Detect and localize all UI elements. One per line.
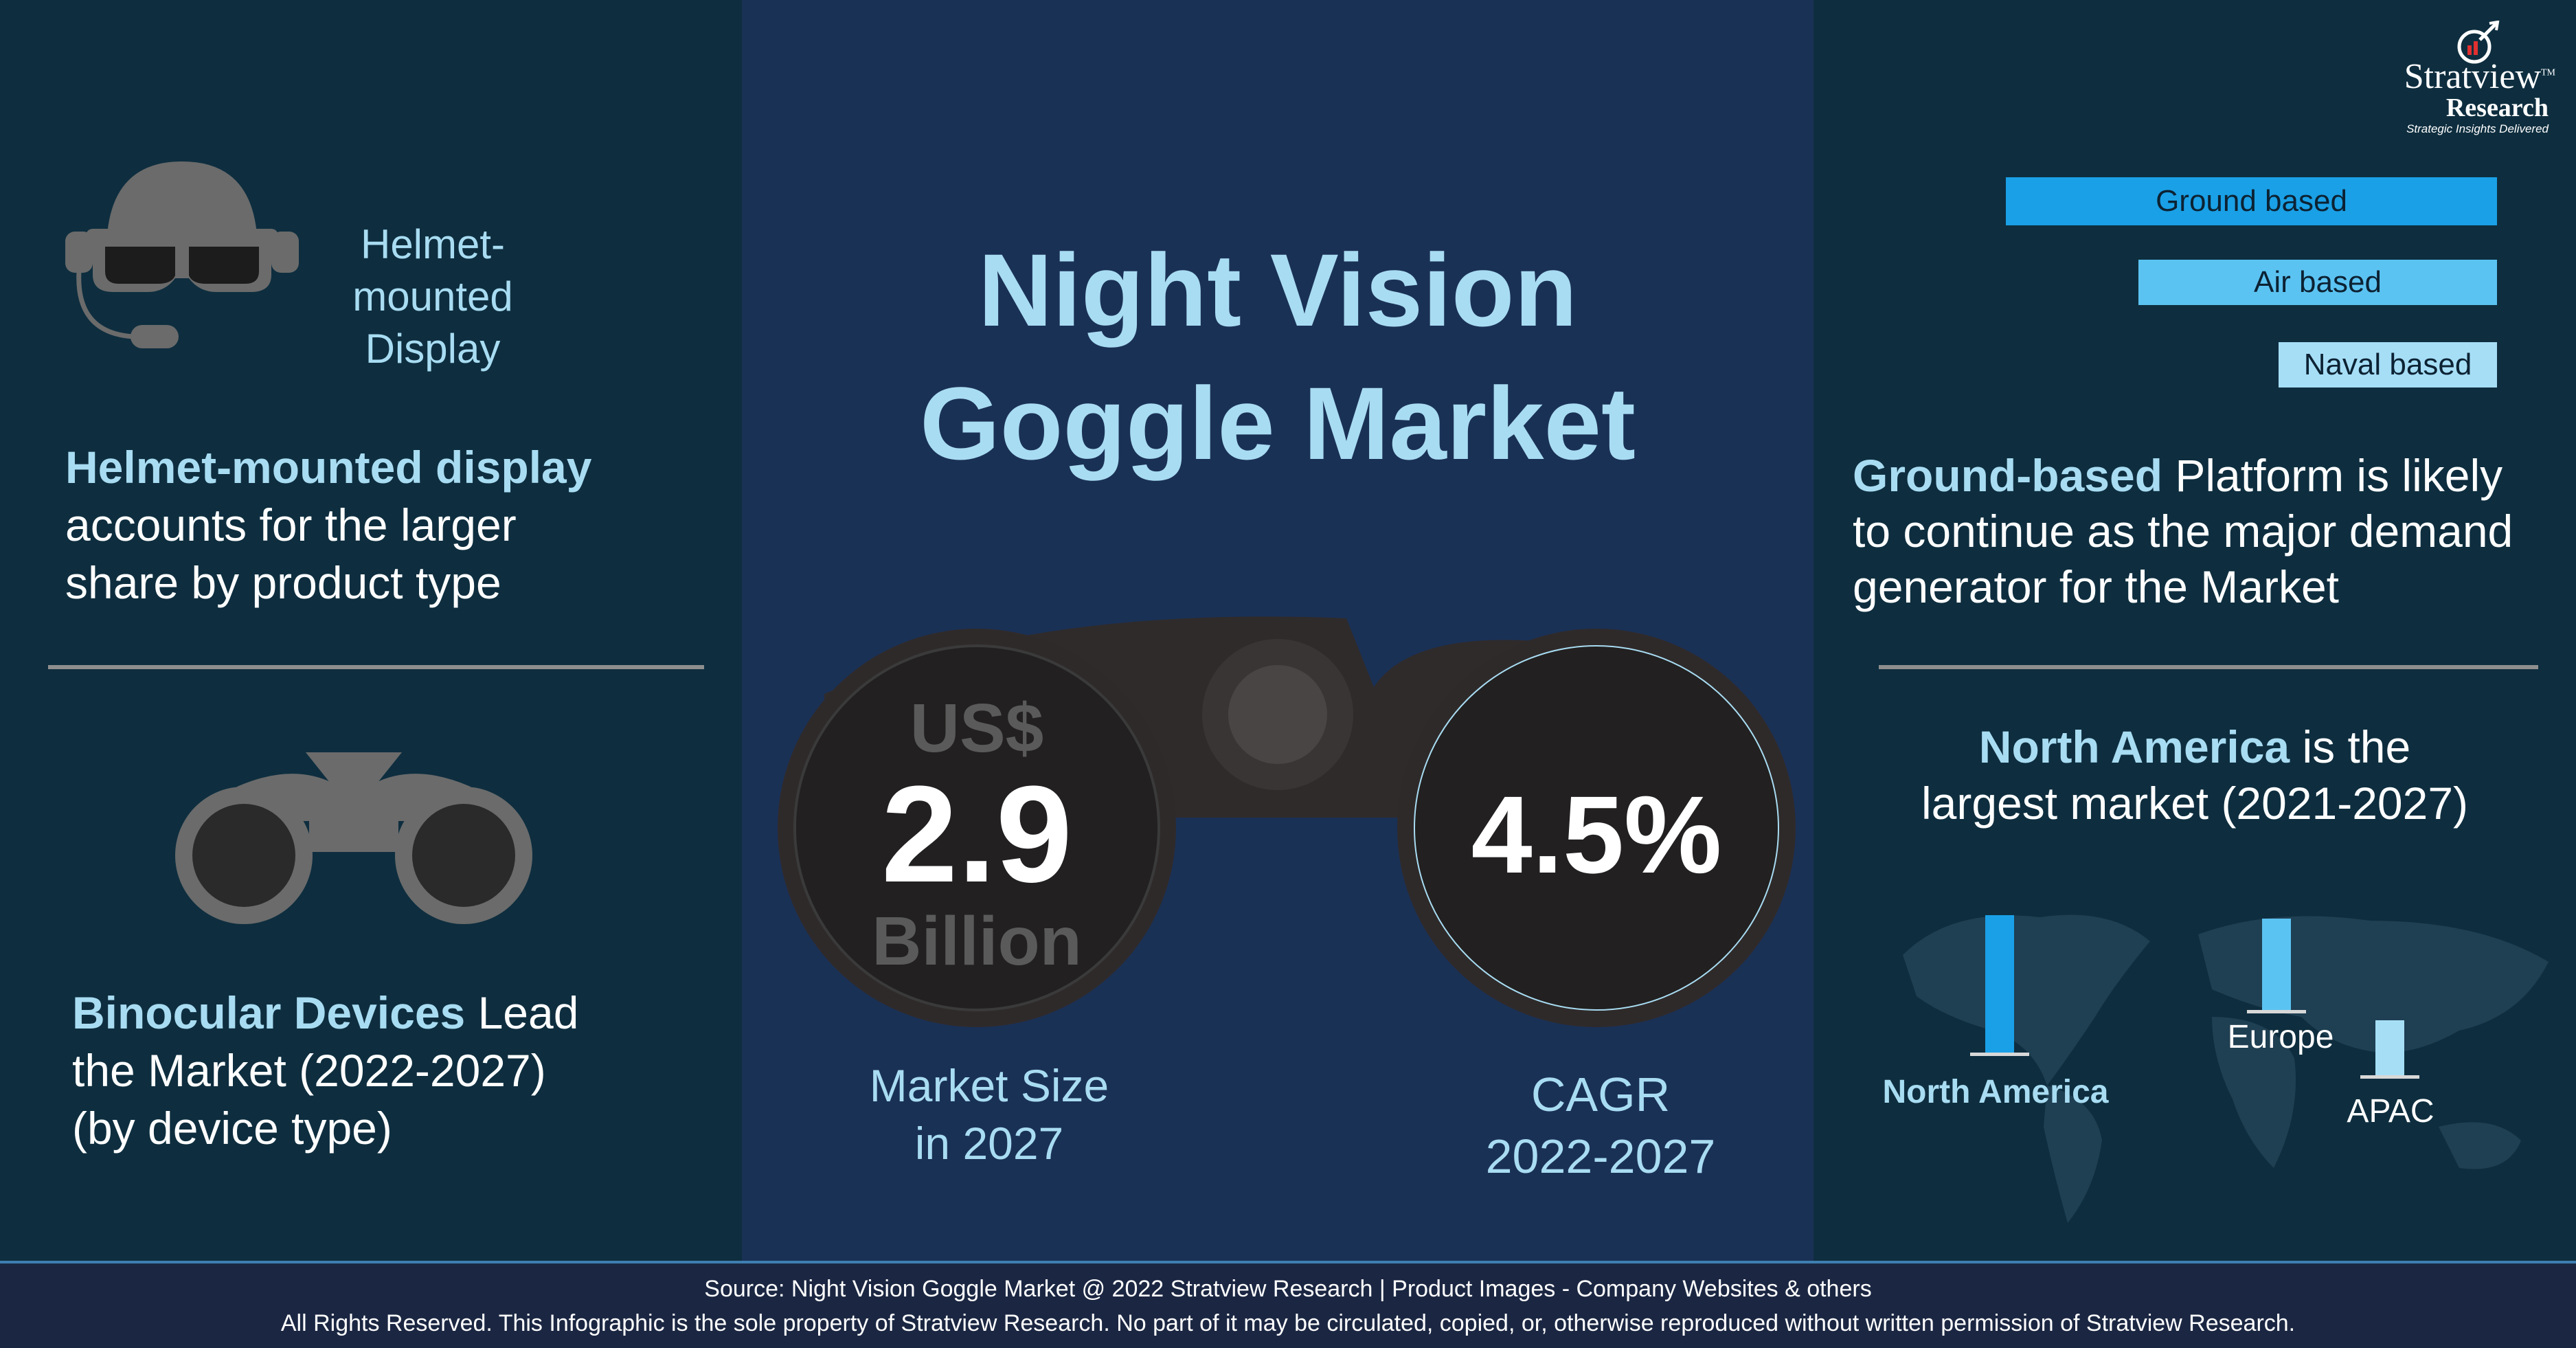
platform-text-line: to continue as the major demand bbox=[1853, 506, 2513, 557]
market-size-value: 2.9 bbox=[881, 758, 1073, 911]
hmd-icon-label: Helmet-mounted Display bbox=[295, 218, 570, 375]
page-title: Night Vision Goggle Market bbox=[742, 223, 1814, 490]
market-size-block: US$ 2.9 Billion bbox=[805, 690, 1149, 979]
logo-tm: TM bbox=[2541, 67, 2555, 78]
market-size-prefix: US$ bbox=[909, 690, 1044, 767]
hmd-text-line: share by product type bbox=[65, 557, 501, 608]
left-divider bbox=[48, 665, 704, 669]
caption-line: 2022-2027 bbox=[1485, 1130, 1716, 1183]
binocular-highlight: Binocular Devices bbox=[72, 987, 466, 1038]
left-panel: Helmet-mounted Display Helmet-mounted di… bbox=[0, 0, 742, 1261]
region-bar-label: North America bbox=[1882, 1074, 2109, 1110]
region-text-line: largest market (2021-2027) bbox=[1921, 778, 2469, 829]
hmd-text-line: accounts for the larger bbox=[65, 499, 517, 550]
hmd-icon-label-line: Display bbox=[365, 326, 501, 372]
logo-name: Stratview bbox=[2404, 57, 2541, 96]
cagr-caption: CAGR 2022-2027 bbox=[1429, 1064, 1772, 1187]
platform-text-line: generator for the Market bbox=[1853, 561, 2340, 612]
helmet-icon bbox=[65, 161, 299, 348]
binocular-icon bbox=[175, 752, 532, 924]
logo: StratviewTM Research Strategic Insights … bbox=[2356, 14, 2562, 135]
right-panel: StratviewTM Research Strategic Insights … bbox=[1814, 0, 2576, 1261]
platform-bar: Naval based bbox=[2279, 342, 2497, 387]
title-line: Goggle Market bbox=[920, 366, 1636, 481]
region-bar-baseline bbox=[2247, 1010, 2306, 1013]
binocular-text: Lead bbox=[477, 987, 579, 1038]
world-map-graphic bbox=[1903, 914, 2549, 1223]
binocular-graphic bbox=[778, 616, 1796, 1027]
footer-source: Source: Night Vision Goggle Market @ 202… bbox=[704, 1276, 1872, 1302]
binocular-text-line: (by device type) bbox=[72, 1103, 392, 1154]
caption-line: Market Size bbox=[869, 1060, 1109, 1111]
region-bar bbox=[2375, 1020, 2404, 1075]
region-bar-label: APAC bbox=[2347, 1093, 2434, 1130]
region-bar bbox=[2262, 919, 2291, 1010]
region-bar-baseline bbox=[2360, 1075, 2419, 1079]
market-size-caption: Market Size in 2027 bbox=[817, 1057, 1161, 1172]
platform-bar: Ground based bbox=[2006, 177, 2497, 225]
platform-statement: Ground-based Platform is likely to conti… bbox=[1853, 448, 2513, 615]
binocular-text-line: the Market (2022-2027) bbox=[72, 1045, 546, 1096]
logo-sub: Research bbox=[2445, 93, 2549, 122]
cagr-value: 4.5% bbox=[1471, 773, 1722, 896]
hmd-icon-label-line: Helmet-mounted bbox=[352, 221, 513, 319]
hmd-highlight: Helmet-mounted display bbox=[65, 442, 592, 493]
hmd-statement: Helmet-mounted display accounts for the … bbox=[65, 438, 591, 611]
caption-line: in 2027 bbox=[914, 1118, 1064, 1169]
right-divider bbox=[1879, 665, 2538, 669]
logo-tagline: Strategic Insights Delivered bbox=[2406, 122, 2549, 135]
region-text: is the bbox=[2302, 721, 2411, 772]
platform-text: Platform is likely bbox=[2175, 450, 2503, 501]
binocular-statement: Binocular Devices Lead the Market (2022-… bbox=[72, 984, 578, 1157]
region-bar-baseline bbox=[1970, 1053, 2029, 1056]
logo-icon bbox=[2457, 21, 2500, 64]
footer-rights: All Rights Reserved. This Infographic is… bbox=[280, 1310, 2296, 1336]
market-size-unit: Billion bbox=[872, 903, 1082, 980]
region-statement: North America is the largest market (202… bbox=[1814, 719, 2576, 831]
title-line: Night Vision bbox=[978, 232, 1578, 348]
platform-bar: Air based bbox=[2138, 260, 2497, 305]
caption-line: CAGR bbox=[1530, 1068, 1671, 1121]
footer: Source: Night Vision Goggle Market @ 202… bbox=[0, 1261, 2576, 1348]
region-bar bbox=[1985, 915, 2014, 1053]
platform-highlight: Ground-based bbox=[1853, 450, 2163, 501]
center-panel: Night Vision Goggle Market US$ 2.9 Billi… bbox=[742, 0, 1814, 1261]
region-bar-label: Europe bbox=[2227, 1019, 2334, 1055]
region-highlight: North America bbox=[1978, 721, 2290, 772]
